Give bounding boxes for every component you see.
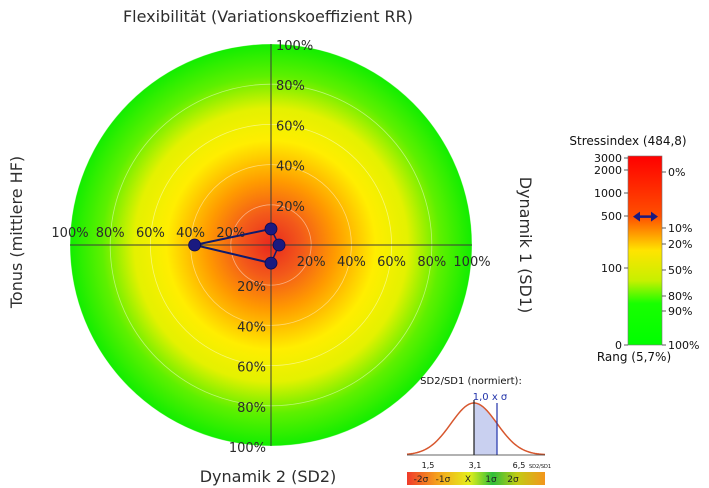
sigma-color-band xyxy=(407,472,545,485)
gauge-left-tick-label: 2000 xyxy=(594,164,622,177)
gauge-left-tick-label: 1000 xyxy=(594,187,622,200)
sd-ratio-distribution: SD2/SD1 (normiert): 1,0 x σ 1,5 3,1 6,5 … xyxy=(406,376,551,485)
axis-title-left: Tonus (mittlere HF) xyxy=(7,156,26,309)
gauge-right-tick-label: 80% xyxy=(668,290,692,303)
gauge-color-bar xyxy=(627,155,663,346)
left-axis-tick-label: 40% xyxy=(176,226,205,241)
axis-title-top: Flexibilität (Variationskoeffizient RR) xyxy=(123,7,413,26)
bottom-axis-tick-label: 100% xyxy=(229,441,266,456)
gauge-title: Stressindex (484,8) xyxy=(569,134,686,148)
radar-tick-labels: 20% 40% 60% 80% 100% 20% 40% 60% 80% 100% 20% 40% 60… xyxy=(51,39,490,456)
left-axis-tick-label: 60% xyxy=(136,226,165,241)
radar-data-point-tonus xyxy=(188,238,202,252)
top-axis-tick-label: 100% xyxy=(276,39,313,54)
bottom-axis-tick-label: 60% xyxy=(237,361,266,376)
gauge-right-tick-label: 50% xyxy=(668,264,692,277)
top-axis-tick-label: 80% xyxy=(276,79,305,94)
gauge-footer: Rang (5,7%) xyxy=(597,350,671,364)
gauge-left-tick-label: 0 xyxy=(615,339,622,352)
distribution-curve xyxy=(406,402,546,456)
radar-data-points xyxy=(188,222,286,270)
axis-title-right: Dynamik 1 (SD1) xyxy=(516,177,535,314)
gauge-right-scale: 0% 10% 20% 50% 80% 90% 100% xyxy=(662,166,699,352)
x-tick-1-5: 1,5 xyxy=(422,461,435,470)
gauge-right-tick-label: 100% xyxy=(668,339,699,352)
distribution-shaded-area xyxy=(474,403,497,455)
distribution-title: SD2/SD1 (normiert): xyxy=(420,376,522,387)
gauge-right-tick-label: 0% xyxy=(668,166,685,179)
gauge-marker-arrow-left xyxy=(633,211,640,222)
right-axis-tick-label: 80% xyxy=(417,255,446,270)
sigma-band-label: -1σ xyxy=(436,475,451,485)
gauge-marker-arrow-right xyxy=(651,211,658,222)
sigma-band-label: -2σ xyxy=(414,475,429,485)
x-tick-6-5: 6,5 xyxy=(513,461,526,470)
radar-data-point-dynamik-1 xyxy=(272,238,286,252)
right-axis-tick-label: 60% xyxy=(377,255,406,270)
top-axis-tick-label: 20% xyxy=(276,200,305,215)
x-tick-3-1: 3,1 xyxy=(469,461,482,470)
gauge-right-tick-label: 20% xyxy=(668,238,692,251)
left-axis-tick-label: 100% xyxy=(51,226,88,241)
sigma-band-labels: -2σ -1σ X 1σ 2σ xyxy=(414,475,519,485)
x-axis-label: SD2/SD1 xyxy=(529,464,551,470)
distribution-plot xyxy=(406,400,546,456)
gauge-right-tick-label: 90% xyxy=(668,305,692,318)
left-axis-tick-label: 80% xyxy=(96,226,125,241)
sigma-band-label: 1σ xyxy=(485,475,497,485)
right-axis-tick-label: 100% xyxy=(453,255,490,270)
gauge-left-tick-label: 500 xyxy=(601,210,622,223)
stressindex-gauge: Stressindex (484,8) 3000200010005001000 … xyxy=(569,134,699,364)
top-axis-tick-label: 60% xyxy=(276,119,305,134)
left-axis-tick-label: 20% xyxy=(216,226,245,241)
gauge-value-marker xyxy=(633,211,658,222)
gauge-left-tick-label: 100 xyxy=(601,262,622,275)
sigma-band-label: X xyxy=(465,475,471,485)
bottom-axis-tick-label: 20% xyxy=(237,280,266,295)
radar-chart: 20% 40% 60% 80% 100% 20% 40% 60% 80% 100% 20% 40% 60… xyxy=(7,7,535,486)
top-axis-tick-label: 40% xyxy=(276,160,305,175)
right-axis-tick-label: 20% xyxy=(297,255,326,270)
bottom-axis-tick-label: 40% xyxy=(237,320,266,335)
bottom-axis-tick-label: 80% xyxy=(237,401,266,416)
gauge-left-tick-label: 3000 xyxy=(594,152,622,165)
radar-data-point-dynamik-2 xyxy=(264,256,278,270)
sigma-marker-label: 1,0 x σ xyxy=(473,392,508,403)
sigma-band-label: 2σ xyxy=(507,475,519,485)
axis-title-bottom: Dynamik 2 (SD2) xyxy=(200,467,337,486)
right-axis-tick-label: 40% xyxy=(337,255,366,270)
radar-data-point-flexibilität xyxy=(264,222,278,236)
gauge-right-tick-label: 10% xyxy=(668,222,692,235)
